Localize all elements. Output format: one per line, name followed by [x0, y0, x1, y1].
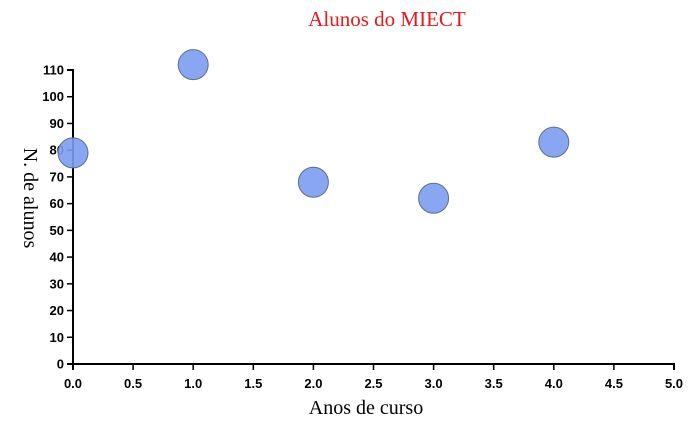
y-tick-label: 100 [42, 89, 64, 104]
y-tick-label: 10 [50, 330, 64, 345]
y-tick-label: 110 [43, 63, 64, 78]
y-tick-label: 20 [50, 303, 64, 318]
y-tick-label: 90 [50, 116, 64, 131]
data-point [418, 182, 450, 214]
data-point [177, 49, 209, 81]
x-tick-label: 1.0 [184, 376, 202, 391]
y-tick-label: 40 [50, 250, 64, 265]
x-tick-label: 0.0 [64, 376, 82, 391]
data-point [538, 126, 570, 158]
x-tick-label: 5.0 [665, 376, 683, 391]
chart-title: Alunos do MIECT [308, 7, 466, 31]
y-axis-line [67, 69, 74, 365]
x-axis: 0.0 0.5 1.0 1.5 2.0 2.5 3.0 3.5 4.0 4.5 5.0 [64, 363, 683, 391]
data-point [297, 166, 329, 198]
data-points [57, 49, 570, 214]
x-tick-label: 3.5 [485, 376, 503, 391]
y-tick-label: 50 [50, 223, 64, 238]
x-tick-label: 1.5 [244, 376, 262, 391]
data-point [57, 137, 89, 169]
y-tick-label: 0 [57, 357, 64, 372]
x-tick-label: 2.5 [364, 376, 382, 391]
x-tick-label: 0.5 [124, 376, 142, 391]
x-axis-label: Anos de curso [309, 397, 423, 419]
y-axis-label: N. de alunos [19, 148, 41, 249]
x-tick-label: 3.0 [425, 376, 443, 391]
x-tick-label: 4.5 [605, 376, 623, 391]
x-tick-label: 4.0 [545, 376, 563, 391]
y-tick-label: 30 [50, 276, 64, 291]
x-tick-label: 2.0 [304, 376, 322, 391]
y-tick-label: 70 [50, 169, 64, 184]
y-tick-label: 60 [50, 196, 64, 211]
